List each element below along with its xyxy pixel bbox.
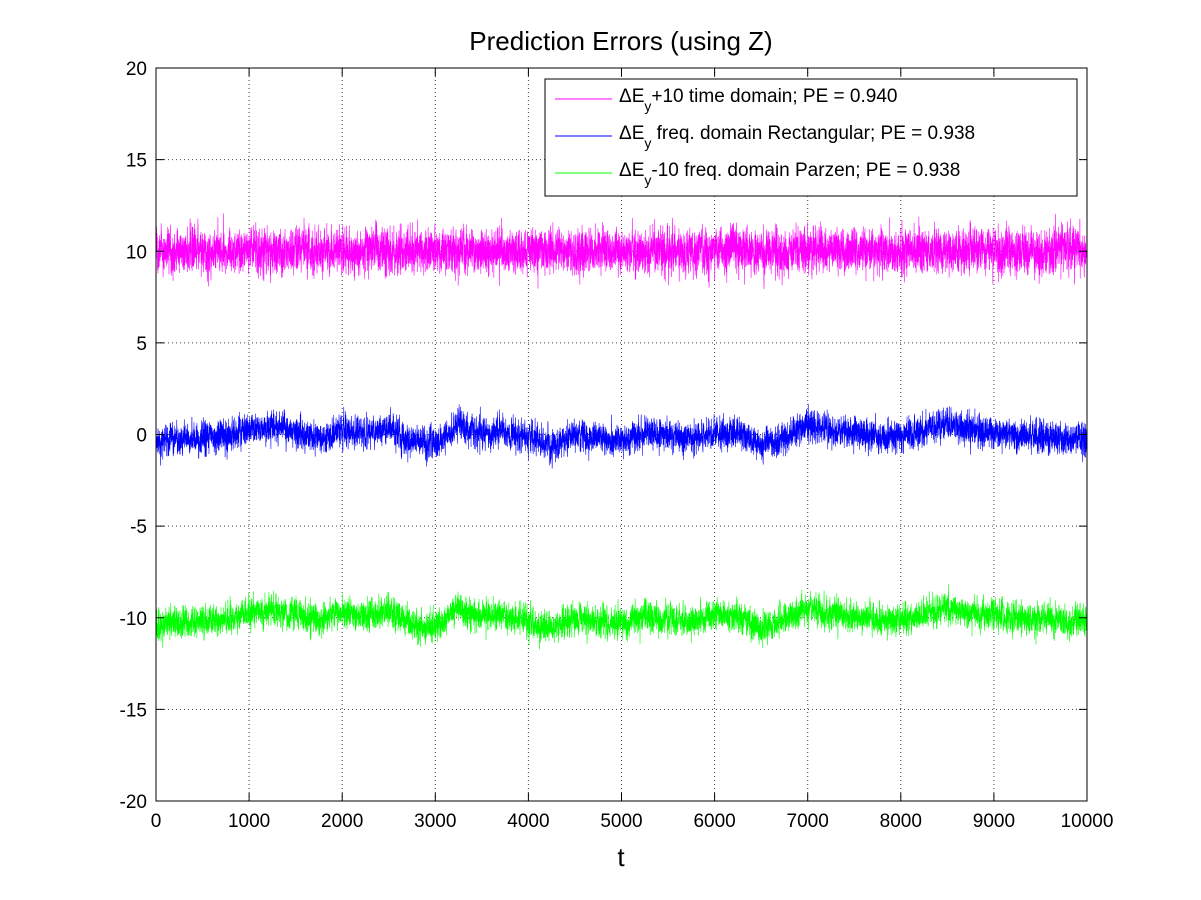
series-line-1	[155, 213, 1088, 290]
legend: ΔEy+10 time domain; PE = 0.940 ΔEy freq. …	[544, 78, 1078, 197]
legend-label-3: ΔEy-10 freq. domain Parzen; PE = 0.938	[619, 160, 960, 188]
series-line-3	[155, 584, 1088, 650]
x-tick-label: 8000	[880, 811, 922, 832]
y-tick-label: 10	[126, 242, 147, 263]
y-tick-label: -15	[120, 700, 147, 721]
y-tick-labels: -20 -15 -10 -5 0 5 10 15 20	[120, 59, 147, 813]
series-layer	[155, 213, 1088, 650]
legend-label-1: ΔEy+10 time domain; PE = 0.940	[619, 86, 897, 114]
legend-box	[544, 78, 1078, 197]
x-tick-label: 7000	[787, 811, 829, 832]
y-tick-label: -20	[120, 792, 147, 813]
axis-ticks	[155, 67, 1088, 802]
y-tick-label: 0	[136, 426, 147, 447]
legend-entries: ΔEy+10 time domain; PE = 0.940 ΔEy freq. …	[555, 86, 975, 188]
x-tick-labels: 0 1000 2000 3000 4000 5000 6000 7000 8000 9000 100…	[151, 811, 1114, 832]
x-tick-label: 2000	[321, 811, 363, 832]
x-tick-label: 3000	[414, 811, 456, 832]
x-tick-label: 0	[151, 811, 162, 832]
y-tick-label: -10	[120, 609, 147, 630]
x-tick-label: 5000	[600, 811, 642, 832]
y-tick-label: -5	[130, 517, 147, 538]
chart-title: Prediction Errors (using Z)	[469, 26, 772, 56]
x-tick-label: 9000	[973, 811, 1015, 832]
x-axis-label: t	[617, 842, 625, 872]
x-tick-label: 6000	[693, 811, 735, 832]
y-tick-label: 15	[126, 151, 147, 172]
x-tick-label: 1000	[228, 811, 270, 832]
legend-label-2: ΔEy freq. domain Rectangular; PE = 0.938	[619, 123, 975, 151]
x-tick-label: 10000	[1061, 811, 1114, 832]
y-tick-label: 5	[136, 334, 147, 355]
y-tick-label: 20	[126, 59, 147, 80]
x-tick-label: 4000	[507, 811, 549, 832]
series-line-2	[155, 403, 1088, 469]
